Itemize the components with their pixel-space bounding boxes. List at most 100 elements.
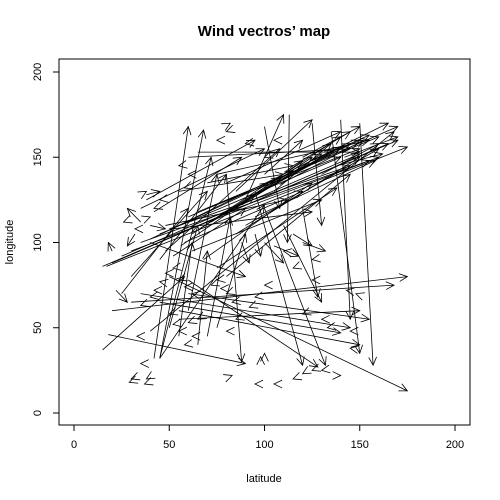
vector-shaft [150, 242, 246, 277]
short-vector-head [139, 359, 149, 368]
vector-head [224, 216, 233, 226]
vector-shaft [321, 143, 379, 175]
vector-head [303, 182, 313, 191]
vector-shaft [121, 208, 189, 294]
vector-shaft [359, 123, 374, 366]
wind-vector [153, 156, 243, 213]
wind-vector [340, 119, 355, 321]
vector-head [182, 125, 192, 136]
vector-shaft [311, 134, 370, 162]
vector-shaft [268, 143, 351, 189]
vector-shaft [153, 126, 189, 359]
vector-head [398, 273, 409, 282]
vector-head [303, 156, 313, 166]
short-vector-head [223, 374, 233, 383]
vector-head [341, 143, 352, 152]
vector-head [388, 125, 399, 134]
vector-shaft [273, 245, 299, 257]
vector-head [293, 139, 304, 149]
short-vector-head [225, 124, 236, 133]
short-vector-head [256, 355, 265, 366]
y-tick-label: 200 [32, 63, 44, 81]
short-vector-head [153, 285, 163, 295]
vector-head [388, 139, 399, 148]
wind-vector [235, 119, 313, 192]
y-axis-label: longitude [4, 220, 16, 265]
vector-shaft [178, 310, 360, 346]
wind-vector [178, 241, 196, 337]
vector-shaft [226, 173, 351, 277]
vector-shaft [178, 173, 284, 192]
vector-shaft [197, 250, 208, 345]
wind-vector [302, 208, 321, 298]
vector-shaft [254, 191, 303, 366]
vector-shaft [159, 204, 265, 359]
vector-head [312, 288, 321, 298]
y-tick-label: 100 [32, 233, 44, 251]
short-vector-head [210, 278, 221, 287]
vector-shaft [264, 139, 303, 175]
short-vector-head [145, 371, 156, 380]
vector-shaft [216, 187, 338, 269]
wind-vector [159, 129, 207, 359]
short-vector-head [263, 150, 274, 159]
vector-head [331, 131, 342, 139]
short-vector-head [172, 318, 182, 328]
short-vector-head [320, 314, 330, 324]
vector-head [296, 356, 305, 367]
vector-shaft [130, 191, 208, 277]
vector-head [242, 253, 251, 264]
vector-head [351, 306, 361, 316]
wind-vector [344, 135, 399, 158]
short-vector-head [128, 375, 139, 384]
wind-vector [188, 293, 371, 323]
wind-vector [172, 207, 247, 257]
chart-title: Wind vectros’ map [198, 23, 330, 40]
wind-vector [229, 156, 313, 213]
short-vector-head [177, 326, 188, 336]
short-vector-head [122, 215, 133, 224]
wind-vector [216, 137, 371, 175]
vector-shaft [241, 242, 250, 264]
vector-shaft [115, 289, 128, 303]
vector-head [316, 244, 327, 253]
vector-shaft [159, 157, 212, 359]
short-vector-head [349, 345, 359, 354]
wind-vector [169, 276, 409, 392]
short-vector-head [254, 291, 264, 300]
vector-head [191, 224, 200, 235]
vector-head [236, 207, 247, 217]
vector-head [198, 190, 208, 201]
vector-head [197, 129, 207, 139]
vector-head [354, 344, 363, 355]
short-vector-head [183, 282, 193, 292]
wind-vector [178, 306, 361, 320]
short-vector-head [263, 280, 273, 290]
wind-vector [168, 224, 200, 328]
vector-series [102, 113, 409, 392]
short-vector-head [141, 215, 152, 224]
wind-vector [273, 245, 300, 258]
wind-vector [146, 139, 256, 201]
short-vector-head [235, 312, 245, 321]
vector-head [379, 142, 390, 151]
wind-vector [197, 250, 211, 345]
wind-vector [126, 233, 136, 247]
short-vector-head [320, 364, 331, 374]
vector-head [275, 254, 285, 264]
vector-shaft [264, 242, 284, 264]
short-vector-head [177, 160, 188, 169]
short-vector-head [197, 311, 207, 320]
y-tick-label: 0 [32, 410, 44, 416]
vector-head [369, 148, 380, 157]
vector-shaft [302, 242, 326, 252]
vector-head [107, 241, 116, 252]
vector-shaft [203, 182, 313, 260]
wind-vector [159, 156, 214, 359]
short-vector-head [168, 307, 179, 316]
vector-shaft [140, 160, 370, 243]
vector-head [126, 207, 136, 218]
short-vector-head [158, 278, 169, 288]
vector-head [314, 293, 323, 303]
